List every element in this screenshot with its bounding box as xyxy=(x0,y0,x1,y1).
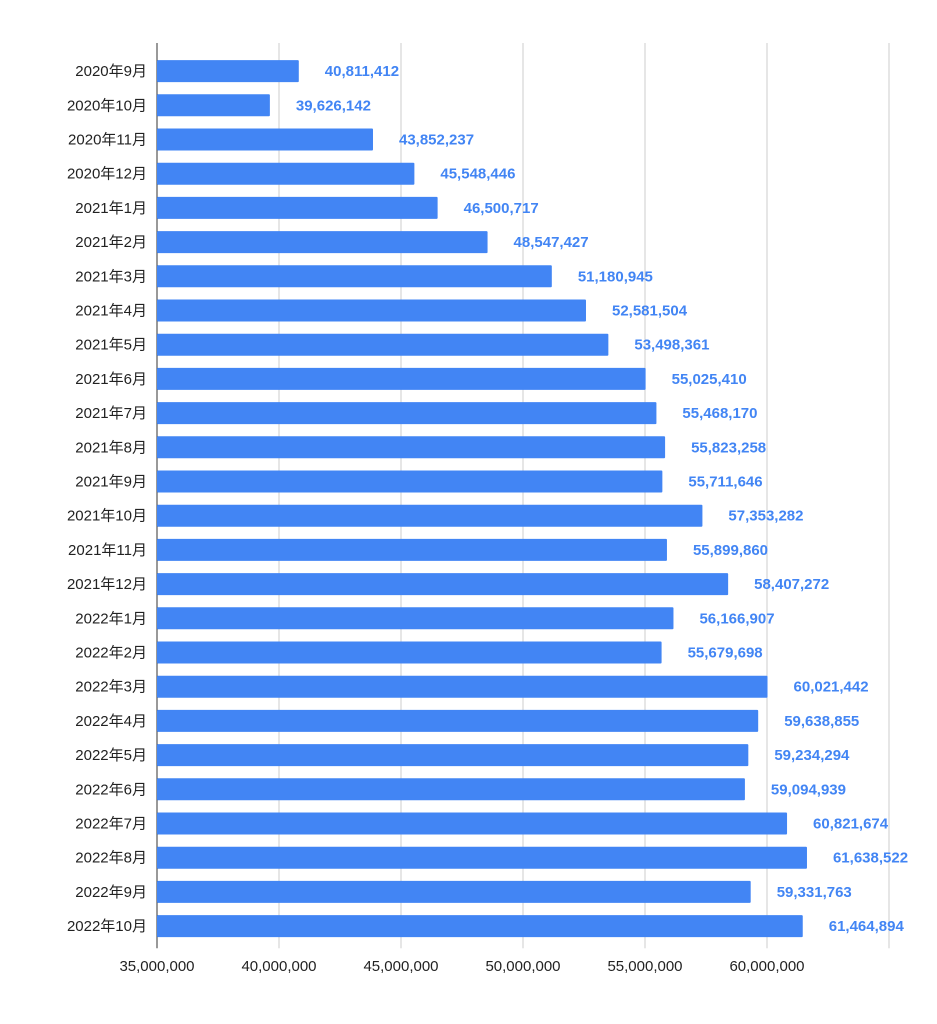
bar xyxy=(157,162,415,185)
category-label: 2021年1月 xyxy=(75,200,147,217)
bar xyxy=(157,470,663,493)
data-label: 46,500,717 xyxy=(464,200,539,217)
bar xyxy=(157,846,807,869)
category-label: 2021年4月 xyxy=(75,303,147,320)
bars xyxy=(157,60,807,938)
bar xyxy=(157,641,662,664)
bar xyxy=(157,94,270,117)
bar xyxy=(157,265,552,288)
category-label: 2022年2月 xyxy=(75,645,147,662)
bar xyxy=(157,128,373,151)
bar xyxy=(157,675,768,698)
data-label: 60,821,674 xyxy=(813,816,889,833)
category-label: 2022年5月 xyxy=(75,747,147,764)
category-label: 2020年9月 xyxy=(75,63,147,80)
data-label: 55,823,258 xyxy=(691,439,766,456)
category-label: 2022年8月 xyxy=(75,850,147,867)
x-axis-ticks: 35,000,000 40,000,000 45,000,000 50,000,000… xyxy=(119,958,804,975)
category-label: 2021年7月 xyxy=(75,405,147,422)
x-tick-label: 60,000,000 xyxy=(729,958,804,975)
data-label: 55,711,646 xyxy=(688,474,762,491)
data-label: 59,234,294 xyxy=(774,747,850,764)
bar xyxy=(157,744,749,767)
bar xyxy=(157,504,703,527)
data-label: 59,331,763 xyxy=(777,884,852,901)
data-labels: 40,811,412 39,626,142 43,852,237 45,548,446… xyxy=(296,63,908,935)
data-label: 58,407,272 xyxy=(754,576,829,593)
bar xyxy=(157,709,759,732)
category-label: 2020年12月 xyxy=(67,166,147,183)
data-label: 59,638,855 xyxy=(784,713,859,730)
x-tick-label: 50,000,000 xyxy=(485,958,560,975)
bar xyxy=(157,402,657,425)
bar xyxy=(157,607,674,630)
data-label: 53,498,361 xyxy=(634,337,709,354)
category-label: 2021年5月 xyxy=(75,337,147,354)
category-label: 2022年6月 xyxy=(75,781,147,798)
data-label: 61,464,894 xyxy=(829,918,905,935)
category-label: 2021年3月 xyxy=(75,268,147,285)
category-label: 2020年10月 xyxy=(67,97,147,114)
bar xyxy=(157,778,745,801)
data-label: 57,353,282 xyxy=(728,508,803,525)
bar xyxy=(157,60,299,83)
x-tick-label: 55,000,000 xyxy=(607,958,682,975)
data-label: 45,548,446 xyxy=(440,166,515,183)
data-label: 43,852,237 xyxy=(399,132,474,149)
category-label: 2021年8月 xyxy=(75,439,147,456)
data-label: 55,025,410 xyxy=(672,371,747,388)
x-tick-label: 45,000,000 xyxy=(363,958,438,975)
data-label: 39,626,142 xyxy=(296,97,371,114)
data-label: 51,180,945 xyxy=(578,268,653,285)
bar xyxy=(157,333,609,356)
bar xyxy=(157,812,788,835)
bar xyxy=(157,299,586,322)
category-label: 2022年7月 xyxy=(75,816,147,833)
category-label: 2022年9月 xyxy=(75,884,147,901)
data-label: 52,581,504 xyxy=(612,303,688,320)
x-tick-label: 40,000,000 xyxy=(241,958,316,975)
data-label: 55,468,170 xyxy=(682,405,757,422)
bar xyxy=(157,196,438,219)
category-label: 2021年6月 xyxy=(75,371,147,388)
data-label: 61,638,522 xyxy=(833,850,908,867)
data-label: 40,811,412 xyxy=(325,63,399,80)
category-label: 2021年9月 xyxy=(75,474,147,491)
category-label: 2022年3月 xyxy=(75,679,147,696)
bar xyxy=(157,436,666,459)
data-label: 59,094,939 xyxy=(771,781,846,798)
category-label: 2021年11月 xyxy=(68,542,147,559)
category-label: 2022年1月 xyxy=(75,610,147,627)
category-label: 2022年10月 xyxy=(67,918,147,935)
data-label: 56,166,907 xyxy=(699,610,774,627)
gridlines xyxy=(156,43,890,949)
bar xyxy=(157,573,729,596)
category-label: 2021年10月 xyxy=(67,508,147,525)
category-label: 2021年2月 xyxy=(75,234,147,251)
category-label: 2021年12月 xyxy=(67,576,147,593)
data-label: 55,679,698 xyxy=(688,645,763,662)
category-labels: 2020年9月 2020年10月 2020年11月 2020年12月 2021年1月 20… xyxy=(67,63,147,935)
category-label: 2022年4月 xyxy=(75,713,147,730)
bar xyxy=(157,538,667,561)
bar xyxy=(157,915,803,938)
bar xyxy=(157,231,488,254)
bar xyxy=(157,367,646,390)
bar xyxy=(157,880,751,903)
data-label: 48,547,427 xyxy=(514,234,589,251)
category-label: 2020年11月 xyxy=(68,132,147,149)
data-label: 60,021,442 xyxy=(794,679,869,696)
data-label: 55,899,860 xyxy=(693,542,768,559)
x-tick-label: 35,000,000 xyxy=(119,958,194,975)
